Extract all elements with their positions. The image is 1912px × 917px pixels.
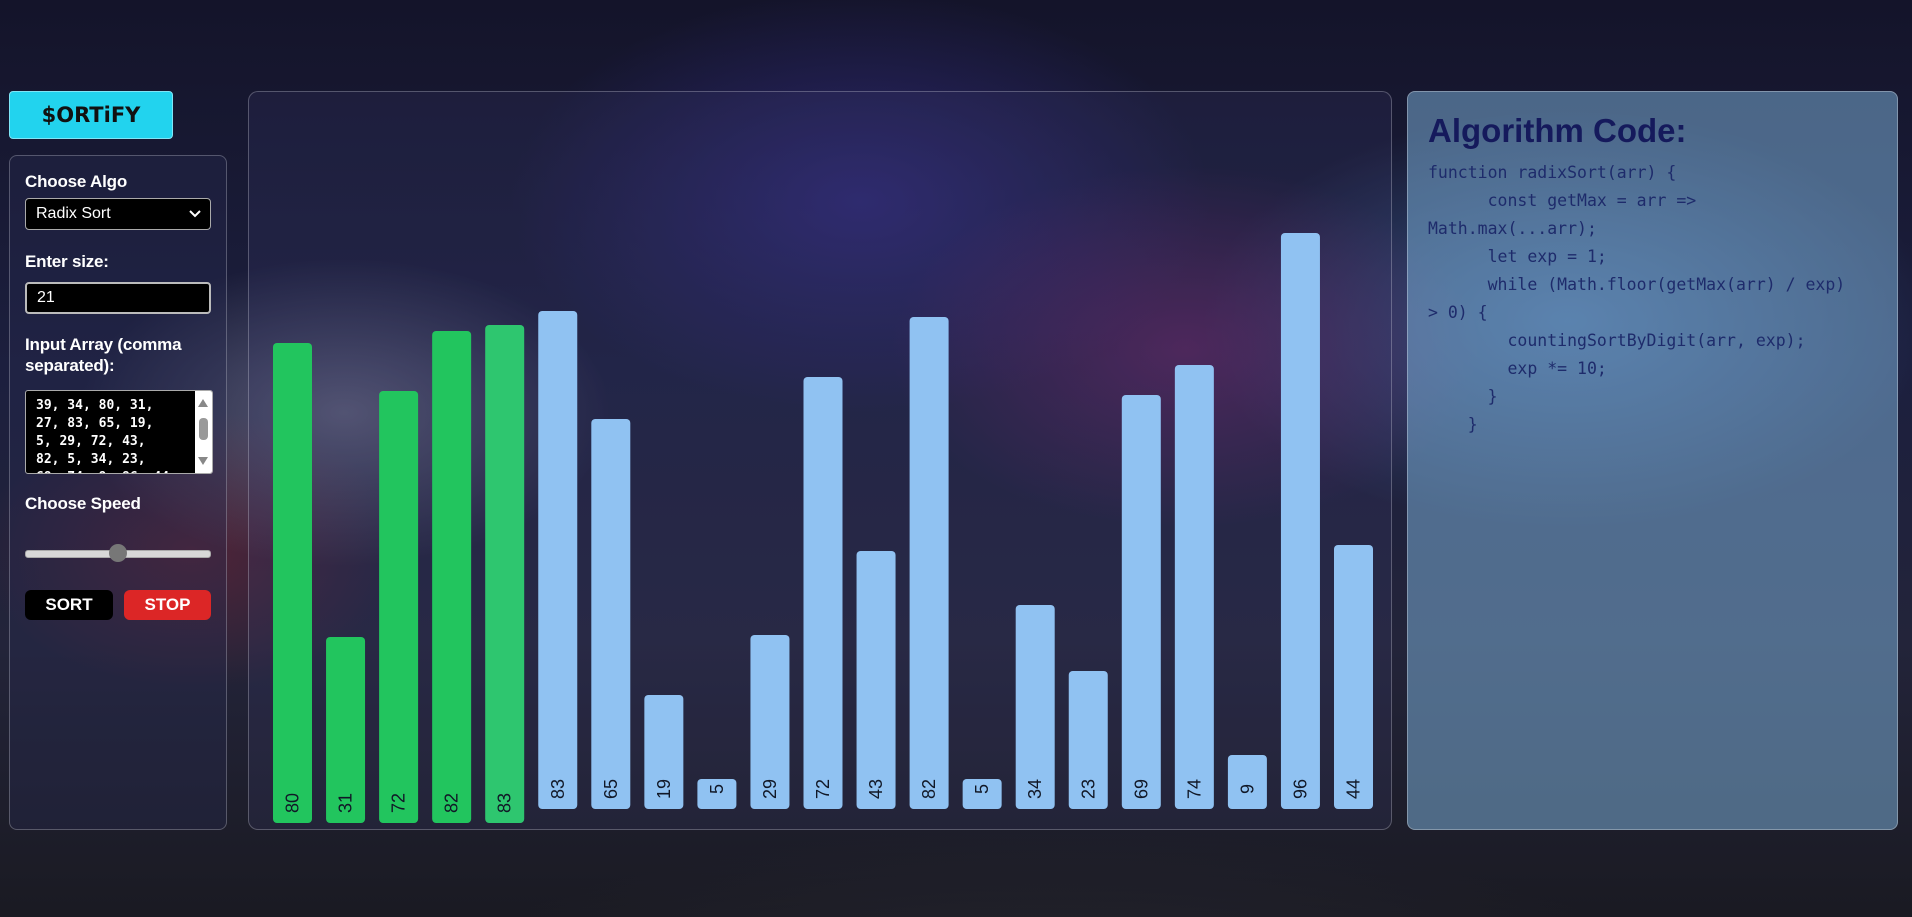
array-input[interactable]: 39, 34, 80, 31, 27, 83, 65, 19, 5, 29, 7… <box>25 390 213 474</box>
bar <box>856 551 896 809</box>
bar-label: 5 <box>972 784 992 794</box>
algorithm-select-value: Radix Sort <box>36 205 111 222</box>
bar-label: 83 <box>548 779 568 799</box>
code-title: Algorithm Code: <box>1428 112 1687 149</box>
bar-label: 9 <box>1237 784 1257 794</box>
bar <box>750 635 790 809</box>
bar <box>1121 395 1161 809</box>
algo-label: Choose Algo <box>25 172 127 191</box>
app-logo[interactable]: $ORTiFY <box>9 91 173 139</box>
size-label: Enter size: <box>25 252 109 271</box>
bar-label: 74 <box>1184 779 1204 799</box>
bar <box>1015 605 1055 809</box>
bar <box>1280 233 1320 809</box>
bar-label: 96 <box>1290 779 1310 799</box>
bar-chart: 80 31 72 82 83 83 65 19 5 29 72 43 82 5 34 23 69 74 9 96 44 <box>273 233 1373 823</box>
speed-label: Choose Speed <box>25 494 141 513</box>
speed-slider-thumb[interactable] <box>109 544 127 562</box>
bar-label: 65 <box>601 779 621 799</box>
size-input[interactable]: 21 <box>25 282 211 314</box>
bar-label: 80 <box>283 793 303 813</box>
chevron-down-icon <box>189 210 201 218</box>
bar <box>591 419 631 809</box>
bar-label: 72 <box>389 793 409 813</box>
bar <box>1068 671 1108 809</box>
bar-label: 5 <box>707 784 727 794</box>
array-label: Input Array (comma separated): <box>25 335 182 375</box>
bar <box>326 637 366 823</box>
visualization-panel: 80 31 72 82 83 83 65 19 5 29 72 43 82 5 34 23 69 74 9 96 44 <box>248 91 1392 830</box>
bar-label: 34 <box>1025 779 1045 799</box>
code-block: function radixSort(arr) { const getMax =… <box>1428 163 1846 434</box>
speed-slider[interactable] <box>25 544 211 562</box>
bar-label: 72 <box>813 779 833 799</box>
bar-label: 44 <box>1344 779 1364 799</box>
bar-label: 43 <box>866 779 886 799</box>
bar <box>644 695 684 809</box>
bar <box>1174 365 1214 809</box>
bar <box>962 779 1002 809</box>
bar-label: 83 <box>495 793 515 813</box>
bar <box>379 391 419 823</box>
bar-label: 19 <box>654 779 674 799</box>
bar-label: 82 <box>442 793 462 813</box>
bar <box>1227 755 1267 809</box>
action-buttons: SORT STOP <box>25 590 211 620</box>
scroll-down-icon[interactable] <box>198 457 208 465</box>
stop-button[interactable]: STOP <box>124 590 211 620</box>
code-panel: Algorithm Code: function radixSort(arr) … <box>1407 91 1898 830</box>
scroll-up-icon[interactable] <box>198 399 208 407</box>
array-input-scrollbar[interactable] <box>195 391 212 473</box>
bar <box>432 331 472 823</box>
bar <box>697 779 737 809</box>
bar-label: 69 <box>1131 779 1151 799</box>
bar <box>803 377 843 809</box>
bar-label: 31 <box>336 793 356 813</box>
array-input-text: 39, 34, 80, 31, 27, 83, 65, 19, 5, 29, 7… <box>36 398 169 473</box>
bar-label: 82 <box>919 779 939 799</box>
bar <box>1334 545 1373 809</box>
bar-label: 23 <box>1078 779 1098 799</box>
bar <box>909 317 949 809</box>
bar <box>273 343 312 823</box>
scroll-thumb[interactable] <box>199 418 208 440</box>
sort-button[interactable]: SORT <box>25 590 113 620</box>
bar <box>485 325 525 823</box>
bar <box>538 311 578 809</box>
algorithm-select[interactable]: Radix Sort <box>25 198 211 230</box>
controls-panel: Choose Algo Radix Sort Enter size: 21 In… <box>9 155 227 830</box>
bar-label: 29 <box>760 779 780 799</box>
